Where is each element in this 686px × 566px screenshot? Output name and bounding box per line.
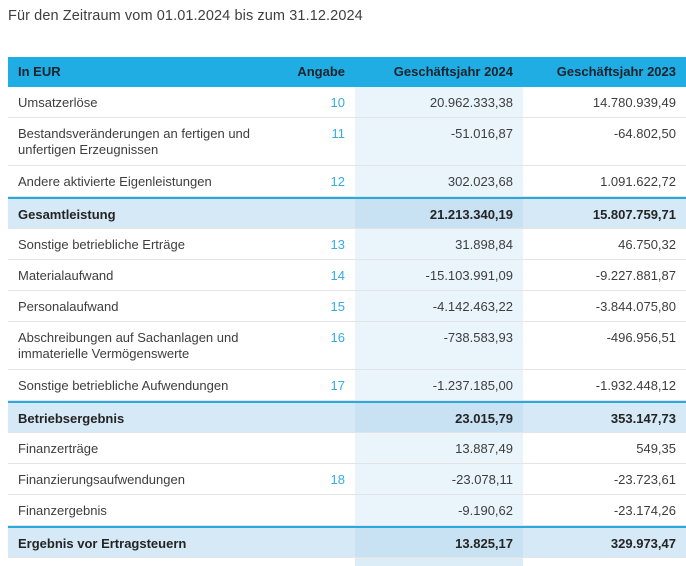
partial-next-row [8, 558, 686, 566]
table-row: Ergebnis vor Ertragsteuern 13.825,17 329… [8, 526, 686, 558]
row-label: Finanzergebnis [18, 503, 107, 518]
fy2024-value: 21.213.340,19 [355, 199, 523, 228]
fy2024-value: -23.078,11 [355, 464, 523, 494]
row-label: Gesamtleistung [18, 207, 116, 222]
row-label: Sonstige betriebliche Aufwendungen [18, 378, 229, 393]
fy2024-value: -15.103.991,09 [355, 260, 523, 290]
fy2023-value: -3.844.075,80 [595, 299, 676, 314]
fy2023-value: 1.091.622,72 [600, 174, 676, 189]
fy2023-value: 14.780.939,49 [592, 95, 676, 110]
fy2023-value: -64.802,50 [613, 126, 676, 141]
angabe-link[interactable]: 14 [330, 268, 345, 283]
fy2024-value: 23.015,79 [355, 403, 523, 432]
table-header-row: In EUR Angabe Geschäftsjahr 2024 Geschäf… [8, 57, 686, 87]
row-label: Finanzerträge [18, 441, 99, 456]
fy2024-column-highlight [355, 558, 523, 566]
table-row: Personalaufwand 15 -4.142.463,22 -3.844.… [8, 291, 686, 322]
row-label: Personalaufwand [18, 299, 119, 314]
angabe-link [285, 495, 355, 507]
row-label: Sonstige betriebliche Erträge [18, 237, 185, 252]
fy2024-value: 20.962.333,38 [355, 87, 523, 117]
fy2023-value: 46.750,32 [618, 237, 676, 252]
fy2023-value: 353.147,73 [610, 411, 676, 426]
page-title: Für den Zeitraum vom 01.01.2024 bis zum … [8, 8, 363, 24]
fy2024-value: 302.023,68 [355, 166, 523, 196]
table-row: Bestandsveränderungen an fertigen und un… [8, 118, 686, 166]
fy2023-value: 549,35 [636, 441, 676, 456]
table-row: Finanzierungsaufwendungen 18 -23.078,11 … [8, 464, 686, 495]
table-row: Sonstige betriebliche Erträge 13 31.898,… [8, 229, 686, 260]
fy2023-value: -23.174,26 [613, 503, 676, 518]
angabe-link[interactable]: 15 [330, 299, 345, 314]
table-row: Betriebsergebnis 23.015,79 353.147,73 [8, 401, 686, 433]
angabe-link [285, 199, 355, 211]
row-label: Betriebsergebnis [18, 411, 125, 426]
row-label: Andere aktivierte Eigenleistungen [18, 174, 212, 189]
fy2024-value: -1.237.185,00 [355, 370, 523, 400]
row-label: Bestandsveränderungen an fertigen und un… [18, 126, 251, 157]
table-row: Umsatzerlöse 10 20.962.333,38 14.780.939… [8, 87, 686, 118]
table-row: Materialaufwand 14 -15.103.991,09 -9.227… [8, 260, 686, 291]
row-label: Materialaufwand [18, 268, 114, 283]
angabe-link [285, 528, 355, 540]
table-body: Umsatzerlöse 10 20.962.333,38 14.780.939… [8, 87, 686, 558]
table-row: Sonstige betriebliche Aufwendungen 17 -1… [8, 370, 686, 401]
angabe-link[interactable]: 17 [330, 378, 345, 393]
fy2024-value: 13.887,49 [355, 433, 523, 463]
row-label: Umsatzerlöse [18, 95, 98, 110]
row-label: Abschreibungen auf Sachanlagen und immat… [18, 330, 239, 361]
fy2024-value: 31.898,84 [355, 229, 523, 259]
table-row: Finanzergebnis -9.190,62 -23.174,26 [8, 495, 686, 526]
column-header-fy2024: Geschäftsjahr 2024 [393, 64, 513, 79]
fy2023-value: -496.956,51 [606, 330, 676, 345]
angabe-link[interactable]: 12 [330, 174, 345, 189]
fy2023-value: -9.227.881,87 [595, 268, 676, 283]
angabe-link [285, 433, 355, 445]
angabe-link[interactable]: 13 [330, 237, 345, 252]
table-row: Andere aktivierte Eigenleistungen 12 302… [8, 166, 686, 197]
column-header-fy2023: Geschäftsjahr 2023 [556, 64, 676, 79]
angabe-link [285, 403, 355, 415]
fy2023-value: 329.973,47 [610, 536, 676, 551]
angabe-link[interactable]: 16 [330, 330, 345, 345]
column-header-in-eur: In EUR [18, 64, 61, 79]
row-label: Ergebnis vor Ertragsteuern [18, 536, 187, 551]
fy2024-value: -9.190,62 [355, 495, 523, 525]
angabe-link[interactable]: 10 [330, 95, 345, 110]
fy2024-value: -738.583,93 [355, 322, 523, 369]
fy2024-value: -51.016,87 [355, 118, 523, 165]
fy2023-value: -1.932.448,12 [595, 378, 676, 393]
fy2024-value: 13.825,17 [355, 528, 523, 557]
angabe-link[interactable]: 11 [331, 126, 346, 141]
fy2024-value: -4.142.463,22 [355, 291, 523, 321]
table-row: Gesamtleistung 21.213.340,19 15.807.759,… [8, 197, 686, 229]
angabe-link[interactable]: 18 [330, 472, 345, 487]
table-row: Finanzerträge 13.887,49 549,35 [8, 433, 686, 464]
income-statement-table: In EUR Angabe Geschäftsjahr 2024 Geschäf… [8, 57, 686, 566]
fy2023-value: -23.723,61 [613, 472, 676, 487]
table-row: Abschreibungen auf Sachanlagen und immat… [8, 322, 686, 370]
column-header-angabe: Angabe [297, 64, 345, 79]
row-label: Finanzierungsaufwendungen [18, 472, 185, 487]
fy2023-value: 15.807.759,71 [592, 207, 676, 222]
